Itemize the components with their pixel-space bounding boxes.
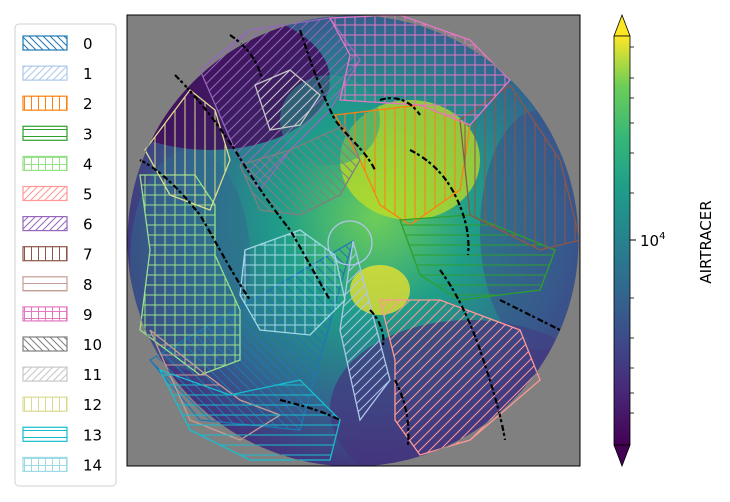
legend-swatch-5 (22, 185, 68, 202)
legend-label-4: 4 (83, 155, 93, 173)
legend-entry-8: 8 (22, 276, 93, 294)
legend-swatch-3 (22, 125, 68, 141)
legend-label-2: 2 (83, 95, 93, 113)
region-10 (239, 124, 361, 216)
region-11 (254, 69, 321, 131)
region-13 (158, 368, 341, 461)
colorbar: 104 AIRTRACER (613, 13, 715, 468)
colorbar-tick-label: 104 (640, 231, 665, 250)
legend-entry-6: 6 (22, 216, 93, 234)
legend-swatch-2 (22, 95, 68, 111)
legend-label-10: 10 (83, 336, 102, 354)
legend-swatch-14 (22, 456, 68, 472)
legend-swatch-6 (22, 216, 68, 232)
colorbar-extend-top (613, 13, 631, 37)
legend-label-11: 11 (83, 366, 102, 384)
legend-label-0: 0 (83, 35, 93, 53)
legend-label-7: 7 (83, 246, 93, 264)
legend-label-3: 3 (83, 125, 93, 143)
colorbar-gradient (614, 36, 630, 445)
region-overlays (139, 15, 580, 461)
legend-label-5: 5 (83, 186, 93, 204)
legend-entry-14: 14 (22, 456, 102, 474)
colorbar-minor-ticks (630, 46, 634, 414)
legend-entry-11: 11 (22, 366, 102, 384)
legend-label-1: 1 (83, 65, 93, 83)
legend-entry-12: 12 (22, 396, 102, 414)
legend-entry-1: 1 (22, 65, 93, 83)
legend-label-14: 14 (83, 456, 102, 474)
legend-label-12: 12 (83, 396, 102, 414)
region-14 (239, 229, 346, 336)
region-12 (144, 89, 231, 211)
legend-swatch-10 (22, 336, 68, 352)
region-9 (328, 15, 511, 126)
legend-label-6: 6 (83, 216, 93, 234)
legend-swatch-9 (22, 306, 68, 322)
legend-swatch-8 (22, 276, 68, 292)
legend-swatch-4 (22, 155, 68, 171)
colorbar-extend-bottom (613, 444, 631, 468)
map-frame (126, 14, 581, 467)
region-7 (459, 84, 580, 251)
legend-entry-5: 5 (22, 185, 93, 204)
legend-swatch-12 (22, 396, 68, 412)
legend-entry-10: 10 (22, 336, 102, 354)
legend-entry-13: 13 (22, 426, 102, 444)
legend-swatch-11 (22, 366, 68, 382)
legend-label-13: 13 (83, 426, 102, 444)
legend-swatch-0 (22, 35, 68, 51)
legend-entry-4: 4 (22, 155, 93, 173)
legend-swatch-7 (22, 246, 68, 262)
legend-entry-9: 9 (22, 306, 93, 324)
legend-entry-7: 7 (22, 246, 93, 264)
legend-entry-2: 2 (22, 95, 93, 113)
map-disc-edge (127, 15, 580, 466)
region-polar-cap (327, 220, 373, 266)
legend-swatch-1 (22, 65, 68, 81)
legend-label-8: 8 (83, 276, 93, 294)
colorbar-label: AIRTRACER (697, 200, 715, 283)
legend-entry-3: 3 (22, 125, 93, 143)
map-panel (126, 14, 581, 467)
legend-entry-0: 0 (22, 35, 93, 53)
legend-swatch-13 (22, 426, 68, 442)
legend-label-9: 9 (83, 306, 93, 324)
